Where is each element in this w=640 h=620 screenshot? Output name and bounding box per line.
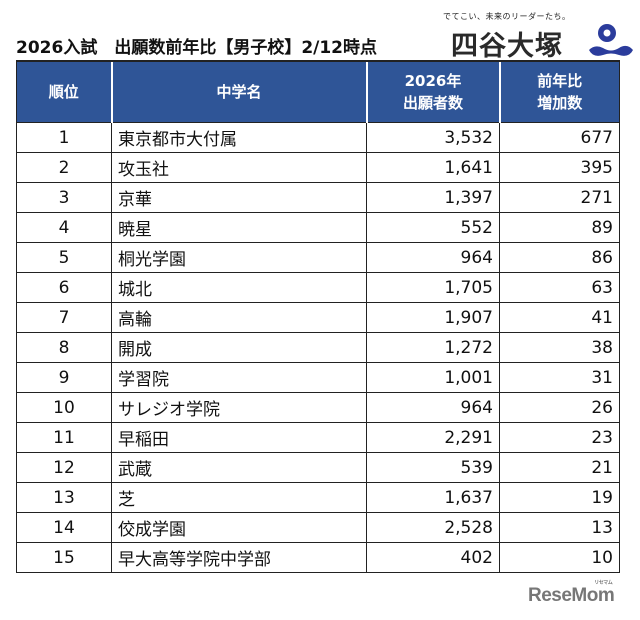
rank-cell: 8 (16, 332, 112, 363)
increase-cell: 19 (499, 482, 620, 513)
increase-cell: 13 (499, 512, 620, 543)
logo-wordmark: 四谷大塚 (451, 31, 563, 62)
rank-cell: 14 (16, 512, 112, 543)
school-cell: 開成 (111, 332, 367, 363)
increase-cell: 23 (499, 422, 620, 453)
increase-cell: 395 (499, 152, 620, 183)
rank-cell: 15 (16, 542, 112, 573)
applicants-cell: 1,397 (366, 182, 500, 213)
applicants-cell: 1,001 (366, 362, 500, 393)
applicants-cell: 1,641 (366, 152, 500, 183)
school-cell: 芝 (111, 482, 367, 513)
school-cell: 東京都市大付属 (111, 122, 367, 153)
logo-tagline: でてこい、未来のリーダーたち。 (443, 12, 571, 21)
school-cell: 京華 (111, 182, 367, 213)
table-row: 4 暁星 552 89 (16, 212, 620, 243)
table-row: 7 高輪 1,907 41 (16, 302, 620, 333)
school-cell: 攻玉社 (111, 152, 367, 183)
resemom-watermark: リセマム ReseMom (528, 580, 615, 607)
table-row: 12 武蔵 539 21 (16, 452, 620, 483)
school-cell: 武蔵 (111, 452, 367, 483)
increase-cell: 63 (499, 272, 620, 303)
school-cell: 高輪 (111, 302, 367, 333)
increase-cell: 21 (499, 452, 620, 483)
applicants-cell: 1,705 (366, 272, 500, 303)
page-title: 2026入試 出願数前年比【男子校】2/12時点 (16, 38, 378, 58)
table-row: 2 攻玉社 1,641 395 (16, 152, 620, 183)
school-cell: 桐光学園 (111, 242, 367, 273)
applicants-cell: 2,291 (366, 422, 500, 453)
column-header-school: 中学名 (110, 60, 367, 123)
table-row: 9 学習院 1,001 31 (16, 362, 620, 393)
applicants-cell: 2,528 (366, 512, 500, 543)
rank-cell: 13 (16, 482, 112, 513)
increase-cell: 26 (499, 392, 620, 423)
column-header-applicants: 2026年 出願者数 (365, 60, 500, 123)
rank-cell: 5 (16, 242, 112, 273)
table-row: 11 早稲田 2,291 23 (16, 422, 620, 453)
table-row: 3 京華 1,397 271 (16, 182, 620, 213)
applicants-cell: 964 (366, 242, 500, 273)
table-row: 6 城北 1,705 63 (16, 272, 620, 303)
increase-cell: 271 (499, 182, 620, 213)
rank-cell: 4 (16, 212, 112, 243)
table-row: 15 早大高等学院中学部 402 10 (16, 542, 620, 573)
rank-cell: 3 (16, 182, 112, 213)
rank-cell: 2 (16, 152, 112, 183)
school-cell: 佼成学園 (111, 512, 367, 543)
increase-cell: 31 (499, 362, 620, 393)
school-cell: サレジオ学院 (111, 392, 367, 423)
increase-cell: 38 (499, 332, 620, 363)
rank-cell: 9 (16, 362, 112, 393)
school-cell: 暁星 (111, 212, 367, 243)
applicants-cell: 964 (366, 392, 500, 423)
increase-cell: 677 (499, 122, 620, 153)
yotsuya-otsuka-logo-icon (589, 24, 633, 56)
rank-cell: 12 (16, 452, 112, 483)
rank-cell: 1 (16, 122, 112, 153)
watermark-ruby: リセマム (594, 580, 613, 586)
rank-cell: 6 (16, 272, 112, 303)
school-cell: 学習院 (111, 362, 367, 393)
rank-cell: 7 (16, 302, 112, 333)
watermark-text: ReseMom (528, 585, 615, 606)
increase-cell: 41 (499, 302, 620, 333)
increase-cell: 10 (499, 542, 620, 573)
column-header-rank: 順位 (16, 60, 112, 123)
applicants-cell: 539 (366, 452, 500, 483)
rank-cell: 11 (16, 422, 112, 453)
increase-cell: 89 (499, 212, 620, 243)
increase-cell: 86 (499, 242, 620, 273)
table-row: 10 サレジオ学院 964 26 (16, 392, 620, 423)
school-cell: 城北 (111, 272, 367, 303)
ranking-table: 順位 中学名 2026年 出願者数 前年比 増加数 1 東京都市大付属 3,532 6… (16, 60, 620, 573)
applicants-cell: 552 (366, 212, 500, 243)
table-row: 13 芝 1,637 19 (16, 482, 620, 513)
applicants-cell: 3,532 (366, 122, 500, 153)
applicants-cell: 1,272 (366, 332, 500, 363)
applicants-cell: 1,907 (366, 302, 500, 333)
school-cell: 早稲田 (111, 422, 367, 453)
table-row: 14 佼成学園 2,528 13 (16, 512, 620, 543)
applicants-cell: 1,637 (366, 482, 500, 513)
school-cell: 早大高等学院中学部 (111, 542, 367, 573)
table-row: 8 開成 1,272 38 (16, 332, 620, 363)
table-row: 1 東京都市大付属 3,532 677 (16, 122, 620, 153)
column-header-increase: 前年比 増加数 (498, 60, 620, 123)
applicants-cell: 402 (366, 542, 500, 573)
table-header-row: 順位 中学名 2026年 出願者数 前年比 増加数 (16, 60, 620, 123)
table-row: 5 桐光学園 964 86 (16, 242, 620, 273)
rank-cell: 10 (16, 392, 112, 423)
